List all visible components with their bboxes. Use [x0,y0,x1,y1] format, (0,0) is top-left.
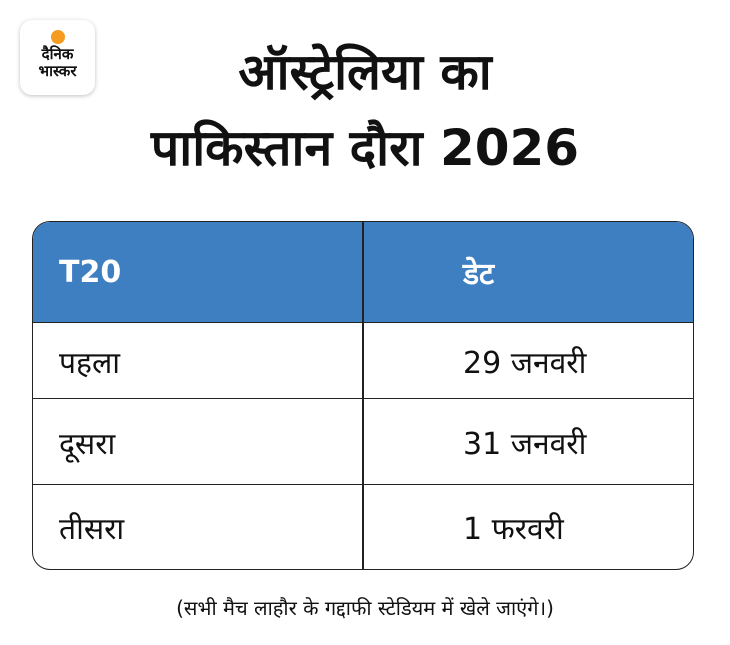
table: T20 डेट पहला 29 जनवरी दूसरा 31 जनवरी तीस… [32,221,694,570]
logo-dot [50,30,65,44]
cell: 1 फरवरी [463,512,564,547]
cell: तीसरा [59,512,125,547]
footnote: (सभी मैच लाहौर के गद्दाफी स्टेडियम में ख… [176,596,554,620]
title-line: ऑस्ट्रेलिया का [238,43,492,101]
cell: 31 जनवरी [463,426,587,462]
header-cell: डेट [463,256,495,292]
logo: दैनिक भास्कर [20,20,95,95]
column-divider [362,222,364,569]
cell: पहला [59,345,121,381]
logo-text: दैनिक [41,45,74,63]
title: ऑस्ट्रेलिया का पाकिस्तान दौरा 2026 [0,34,730,186]
cell: दूसरा [59,426,116,462]
title-line: पाकिस्तान दौरा 2026 [150,119,580,177]
table-row: पहला 29 जनवरी [33,322,693,399]
header-cell: T20 [59,254,122,290]
cell: 29 जनवरी [463,345,587,381]
logo-text: भास्कर [38,62,77,80]
